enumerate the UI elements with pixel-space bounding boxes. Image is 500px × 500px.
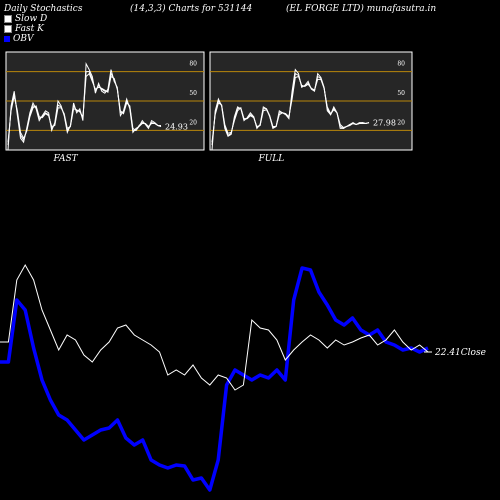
full-level-label-50: 50 [397, 90, 405, 97]
legend-label-fast-k: Fast K [15, 24, 44, 34]
legend-swatch-fast-k [4, 25, 12, 33]
full-last-value-label: 27.98 [373, 119, 396, 128]
legend-label-obv: OBV [13, 34, 34, 44]
legend-item-obv: OBV [4, 34, 34, 44]
close-last-value-label: 22.41Close [434, 348, 486, 358]
chart-title: Daily Stochastics [4, 4, 83, 14]
full-series-line-2 [211, 75, 370, 143]
fast-series-line-2 [7, 72, 162, 143]
fast-level-label-80: 80 [189, 61, 197, 68]
chart-subtitle: (14,3,3) Charts for 531144 [130, 4, 253, 14]
legend-swatch-slow-d [4, 15, 12, 23]
legend-label-slow-d: Slow D [15, 14, 48, 24]
fast-level-label-20: 20 [189, 119, 197, 126]
close-price-line [0, 263, 429, 391]
legend-swatch-obv [4, 36, 10, 42]
full-level-label-20: 20 [397, 119, 405, 126]
fast-x-label: FAST [53, 154, 79, 164]
fast-level-label-50: 50 [189, 90, 197, 97]
obv-line [0, 266, 429, 492]
legend-item-fast-k: Fast K [4, 24, 44, 34]
full-level-label-80: 80 [397, 61, 405, 68]
chart-source: (EL FORGE LTD) munafasutra.in [286, 4, 437, 14]
price-obv-panel: 22.41Close [0, 263, 486, 492]
legend-item-slow-d: Slow D [4, 14, 47, 24]
fast-last-value-label: 24.93 [165, 122, 188, 131]
full-x-label: FULL [257, 154, 284, 164]
